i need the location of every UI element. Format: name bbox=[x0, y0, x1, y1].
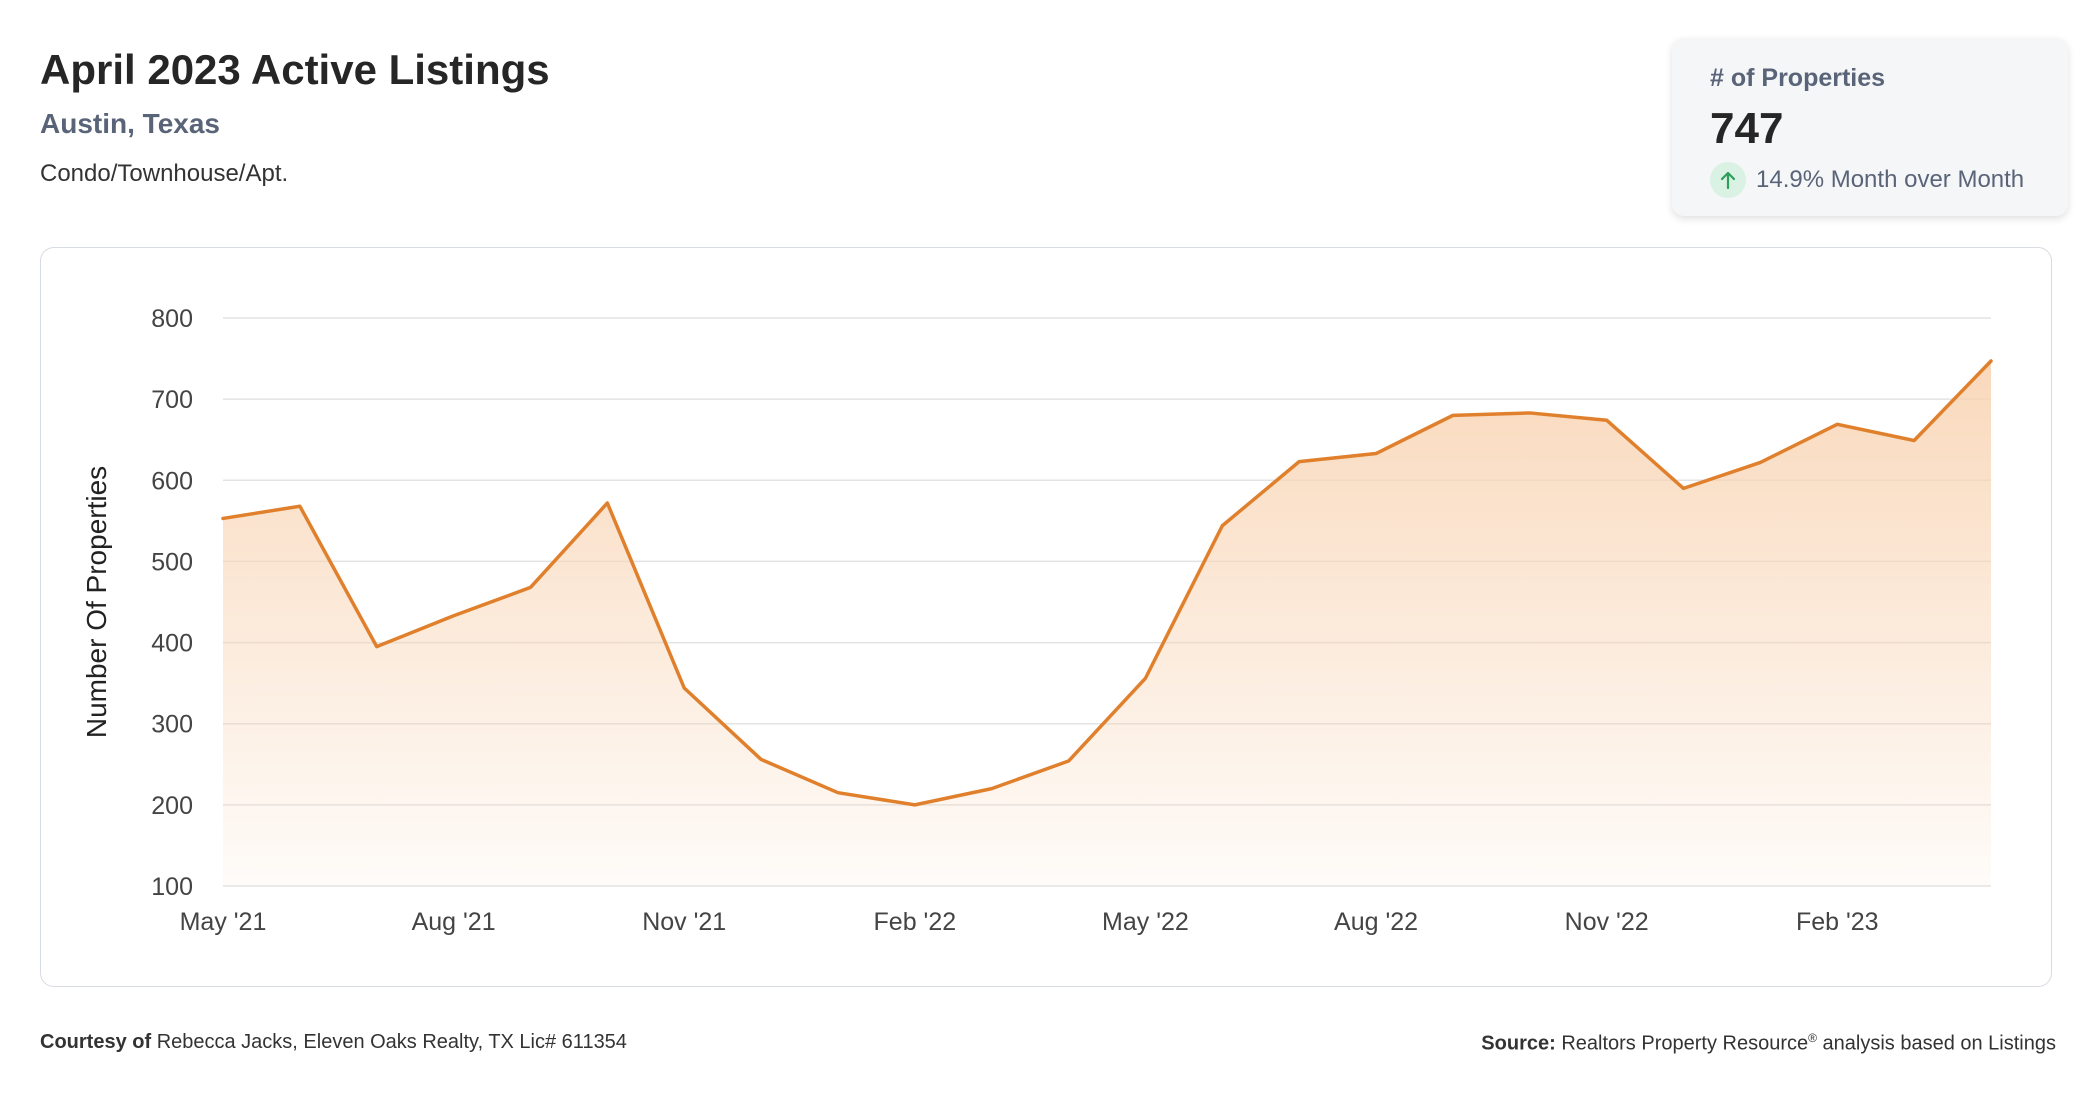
data-point-18 bbox=[1604, 417, 1610, 423]
data-point-8 bbox=[835, 790, 841, 796]
x-tick-label: May '22 bbox=[1102, 908, 1189, 936]
data-point-0 bbox=[220, 515, 226, 521]
y-axis-title: Number Of Properties bbox=[81, 466, 112, 738]
courtesy-text: Rebecca Jacks, Eleven Oaks Realty, TX Li… bbox=[156, 1031, 627, 1053]
data-point-13 bbox=[1219, 523, 1225, 529]
source-label: Source: bbox=[1481, 1032, 1556, 1055]
data-point-5 bbox=[604, 500, 610, 506]
courtesy-footer: Courtesy of Rebecca Jacks, Eleven Oaks R… bbox=[40, 1031, 627, 1054]
data-point-2 bbox=[374, 644, 380, 650]
x-tick-label: Nov '22 bbox=[1565, 908, 1649, 936]
kpi-card: # of Properties 747 14.9% Month over Mon… bbox=[1672, 38, 2068, 216]
source-footer: Source: Realtors Property Resource® anal… bbox=[1481, 1031, 2056, 1056]
data-point-9 bbox=[912, 802, 918, 808]
chart-title: April 2023 Active Listings bbox=[40, 46, 550, 93]
data-point-22 bbox=[1911, 438, 1917, 444]
x-tick-label: Feb '23 bbox=[1796, 908, 1879, 936]
y-tick-label: 600 bbox=[151, 467, 193, 495]
x-tick-label: May '21 bbox=[180, 908, 267, 936]
y-tick-label: 400 bbox=[151, 630, 193, 658]
data-point-20 bbox=[1757, 459, 1763, 465]
data-point-12 bbox=[1142, 675, 1148, 681]
x-tick-label: Aug '21 bbox=[412, 908, 496, 936]
data-point-1 bbox=[297, 503, 303, 509]
data-point-7 bbox=[758, 756, 764, 762]
data-point-15 bbox=[1373, 451, 1379, 457]
chart-panel: 100 200 300 400 500 600 700 800 Number Of Proper… bbox=[40, 247, 2052, 987]
line-chart: 100 200 300 400 500 600 700 800 Number Of Proper… bbox=[81, 305, 1994, 936]
x-tick-label: Feb '22 bbox=[874, 908, 957, 936]
data-point-6 bbox=[681, 685, 687, 691]
data-point-19 bbox=[1681, 485, 1687, 491]
data-point-14 bbox=[1296, 459, 1302, 465]
data-point-4 bbox=[527, 584, 533, 590]
data-point-16 bbox=[1450, 412, 1456, 418]
y-tick-label: 100 bbox=[151, 873, 193, 901]
arrow-up-icon bbox=[1710, 162, 1746, 198]
location-subtitle: Austin, Texas bbox=[40, 108, 220, 139]
data-point-11 bbox=[1066, 758, 1072, 764]
series-line bbox=[221, 359, 1993, 807]
courtesy-label: Courtesy of bbox=[40, 1031, 152, 1053]
registered-mark: ® bbox=[1808, 1031, 1817, 1045]
kpi-value: 747 bbox=[1710, 104, 1784, 153]
kpi-change-text: 14.9% Month over Month bbox=[1756, 166, 2025, 193]
y-tick-label: 300 bbox=[151, 711, 193, 739]
data-point-23 bbox=[1988, 358, 1994, 364]
y-tick-label: 200 bbox=[151, 792, 193, 820]
data-point-10 bbox=[989, 786, 995, 792]
y-tick-label: 500 bbox=[151, 548, 193, 576]
property-type-label: Condo/Townhouse/Apt. bbox=[40, 160, 289, 187]
data-point-21 bbox=[1834, 421, 1840, 427]
y-tick-label: 800 bbox=[151, 305, 193, 333]
x-tick-label: Aug '22 bbox=[1334, 908, 1418, 936]
kpi-change: 14.9% Month over Month bbox=[1710, 162, 2024, 198]
source-name: Realtors Property Resource bbox=[1561, 1032, 1809, 1055]
data-point-3 bbox=[451, 613, 457, 619]
y-tick-label: 700 bbox=[151, 386, 193, 414]
x-tick-label: Nov '21 bbox=[642, 908, 726, 936]
series-area bbox=[223, 361, 1991, 886]
data-point-17 bbox=[1527, 410, 1533, 416]
source-suffix: analysis based on Listings bbox=[1822, 1032, 2056, 1055]
kpi-label: # of Properties bbox=[1710, 64, 1886, 92]
